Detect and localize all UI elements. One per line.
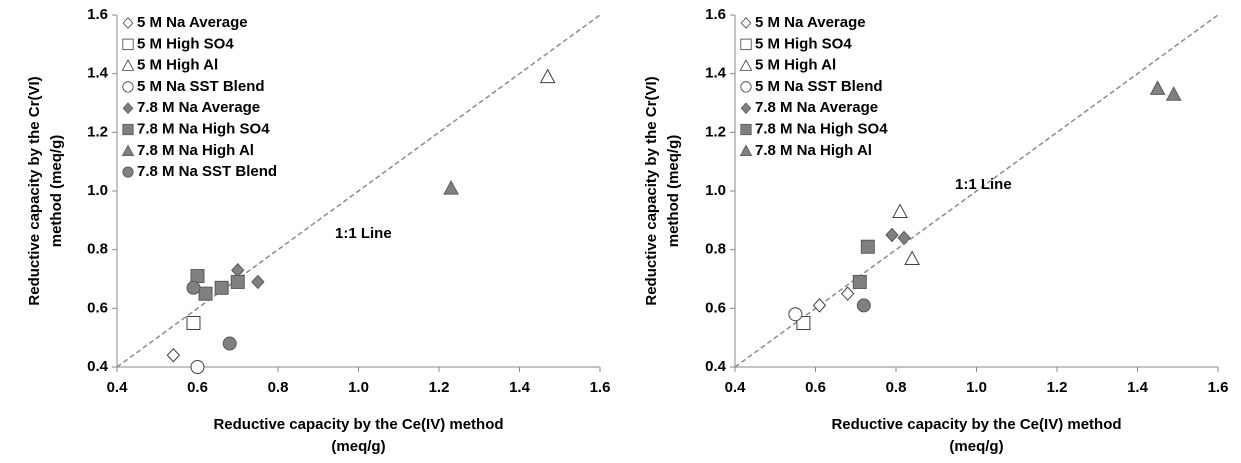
one-to-one-line	[734, 14, 1219, 368]
legend-label: 5 M High SO4	[755, 35, 852, 52]
marker	[740, 81, 752, 93]
marker	[852, 274, 867, 289]
y-axis-title: method (meq/g)	[48, 135, 65, 248]
marker	[122, 102, 134, 114]
marker	[1149, 80, 1166, 95]
marker	[841, 286, 855, 301]
legend-label: 7.8 M Na Average	[137, 99, 260, 116]
y-tick-label: 0.4	[87, 358, 109, 375]
marker	[796, 316, 811, 330]
marker	[122, 17, 134, 29]
x-axis-title: Reductive capacity by the Ce(IV) method	[831, 416, 1121, 433]
y-tick-label: 0.8	[705, 241, 726, 258]
marker	[186, 280, 201, 295]
marker	[122, 81, 134, 93]
marker	[740, 123, 752, 136]
legend-label: 5 M Na SST Blend	[755, 78, 883, 95]
marker	[190, 269, 205, 284]
y-axis-title: method (meq/g)	[665, 135, 682, 248]
x-axis-title: Reductive capacity by the Ce(IV) method	[213, 416, 503, 433]
marker	[186, 316, 201, 330]
legend-label: 7.8 M Na High Al	[755, 142, 872, 159]
marker	[812, 298, 827, 313]
y-tick-label: 0.6	[705, 299, 726, 316]
marker	[739, 59, 753, 71]
marker	[856, 298, 871, 313]
x-tick-label: 0.4	[107, 379, 129, 396]
legend-label: 5 M Na SST Blend	[137, 78, 265, 95]
y-axis-title: Reductive capacity by the Cr(VI)	[26, 76, 43, 305]
marker	[214, 280, 229, 295]
legend-label: 7.8 M Na SST Blend	[137, 163, 277, 180]
marker	[740, 38, 752, 50]
y-tick-label: 1.0	[87, 182, 108, 199]
marker	[121, 59, 135, 71]
marker	[251, 274, 265, 290]
marker	[788, 307, 803, 322]
marker	[539, 68, 556, 84]
y-axis-title: Reductive capacity by the Cr(VI)	[643, 76, 660, 305]
marker	[222, 336, 237, 351]
x-tick-label: 0.4	[725, 379, 747, 396]
marker	[860, 239, 875, 254]
x-tick-label: 1.0	[966, 379, 987, 396]
marker	[739, 144, 753, 157]
x-tick-label: 0.6	[187, 379, 208, 396]
marker	[1165, 86, 1182, 101]
marker	[122, 123, 134, 136]
y-tick-label: 0.8	[87, 241, 108, 258]
x-tick-label: 0.8	[268, 379, 289, 396]
annotation: 1:1 Line	[955, 176, 1012, 193]
legend-label: 5 M Na Average	[755, 14, 866, 31]
marker	[740, 102, 752, 114]
legend-label: 5 M High SO4	[137, 35, 234, 52]
marker	[190, 360, 205, 374]
x-tick-label: 1.6	[590, 379, 611, 396]
x-tick-label: 1.2	[1047, 379, 1068, 396]
marker	[740, 17, 752, 29]
y-tick-label: 1.6	[705, 6, 726, 23]
x-axis-title: (meq/g)	[331, 438, 385, 455]
x-tick-label: 0.6	[805, 379, 826, 396]
marker	[198, 286, 213, 301]
annotation: 1:1 Line	[335, 225, 392, 242]
legend-label: 7.8 M Na Average	[755, 99, 878, 116]
y-tick-label: 1.2	[705, 123, 726, 140]
y-tick-label: 1.4	[705, 65, 727, 82]
x-tick-label: 1.4	[1127, 379, 1149, 396]
one-to-one-line	[116, 14, 601, 368]
x-tick-label: 0.8	[886, 379, 907, 396]
legend-label: 7.8 M Na High SO4	[137, 120, 270, 137]
legend-label: 7.8 M Na High SO4	[755, 120, 888, 137]
marker	[897, 230, 911, 246]
y-tick-label: 1.2	[87, 123, 108, 140]
x-tick-label: 1.4	[509, 379, 531, 396]
y-tick-label: 0.6	[87, 299, 108, 316]
x-axis-title: (meq/g)	[949, 438, 1003, 455]
marker	[166, 348, 181, 363]
y-tick-label: 1.0	[705, 182, 726, 199]
marker	[122, 166, 134, 178]
y-tick-label: 0.4	[705, 358, 727, 375]
marker	[892, 203, 908, 219]
y-tick-label: 1.6	[87, 6, 108, 23]
marker	[885, 227, 899, 243]
legend-label: 7.8 M Na High Al	[137, 142, 254, 159]
legend-label: 5 M Na Average	[137, 14, 248, 31]
marker	[122, 38, 134, 50]
marker	[904, 250, 920, 265]
y-tick-label: 1.4	[87, 65, 109, 82]
x-tick-label: 1.6	[1208, 379, 1229, 396]
marker	[121, 144, 135, 157]
x-tick-label: 1.0	[348, 379, 369, 396]
marker	[443, 180, 459, 195]
legend-label: 5 M High Al	[755, 57, 836, 74]
legend-label: 5 M High Al	[137, 57, 218, 74]
x-tick-label: 1.2	[429, 379, 450, 396]
marker	[230, 274, 245, 289]
marker	[231, 262, 245, 278]
